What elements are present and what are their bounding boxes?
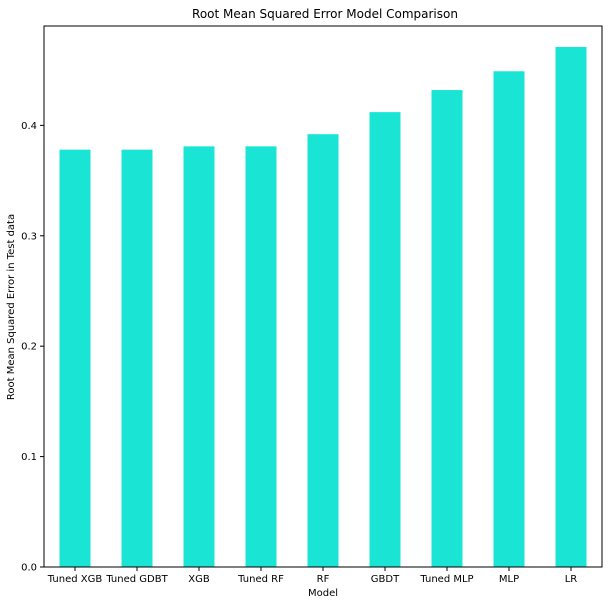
y-tick-label-2: 0.2 [21, 342, 37, 353]
bar-8 [555, 46, 587, 568]
bars [59, 46, 587, 568]
y-tick-label-4: 0.4 [21, 121, 37, 132]
x-tick-label-2: XGB [188, 574, 210, 585]
x-axis: Tuned XGB Tuned GDBT XGB Tuned RF RF GBDT Tune… [47, 567, 578, 585]
chart-title: Root Mean Squared Error Model Comparison [192, 7, 458, 21]
x-tick-label-8: LR [565, 574, 578, 585]
y-tick-label-3: 0.3 [21, 231, 37, 242]
x-tick-label-7: MLP [499, 574, 519, 585]
bar-0 [59, 149, 91, 567]
x-axis-title: Model [308, 588, 338, 599]
plot-frame [43, 25, 603, 568]
bar-6 [431, 90, 463, 567]
bar-2 [183, 146, 215, 567]
bar-7 [493, 71, 525, 568]
y-tick-label-0: 0.0 [21, 563, 37, 574]
y-axis-title: Root Mean Squared Error in Test data [6, 214, 17, 400]
x-tick-label-3: Tuned RF [237, 574, 284, 585]
x-tick-label-1: Tuned GDBT [105, 574, 168, 585]
bar-5 [369, 112, 401, 567]
bar-3 [245, 146, 277, 567]
x-tick-label-5: GBDT [371, 574, 400, 585]
x-tick-label-6: Tuned MLP [419, 574, 473, 585]
bar-1 [121, 149, 153, 567]
x-tick-label-0: Tuned XGB [47, 574, 103, 585]
y-tick-label-1: 0.1 [21, 452, 37, 463]
x-tick-label-4: RF [317, 574, 330, 585]
y-axis: 0.0 0.1 0.2 0.3 0.4 [21, 121, 44, 574]
bar-4 [307, 134, 339, 567]
